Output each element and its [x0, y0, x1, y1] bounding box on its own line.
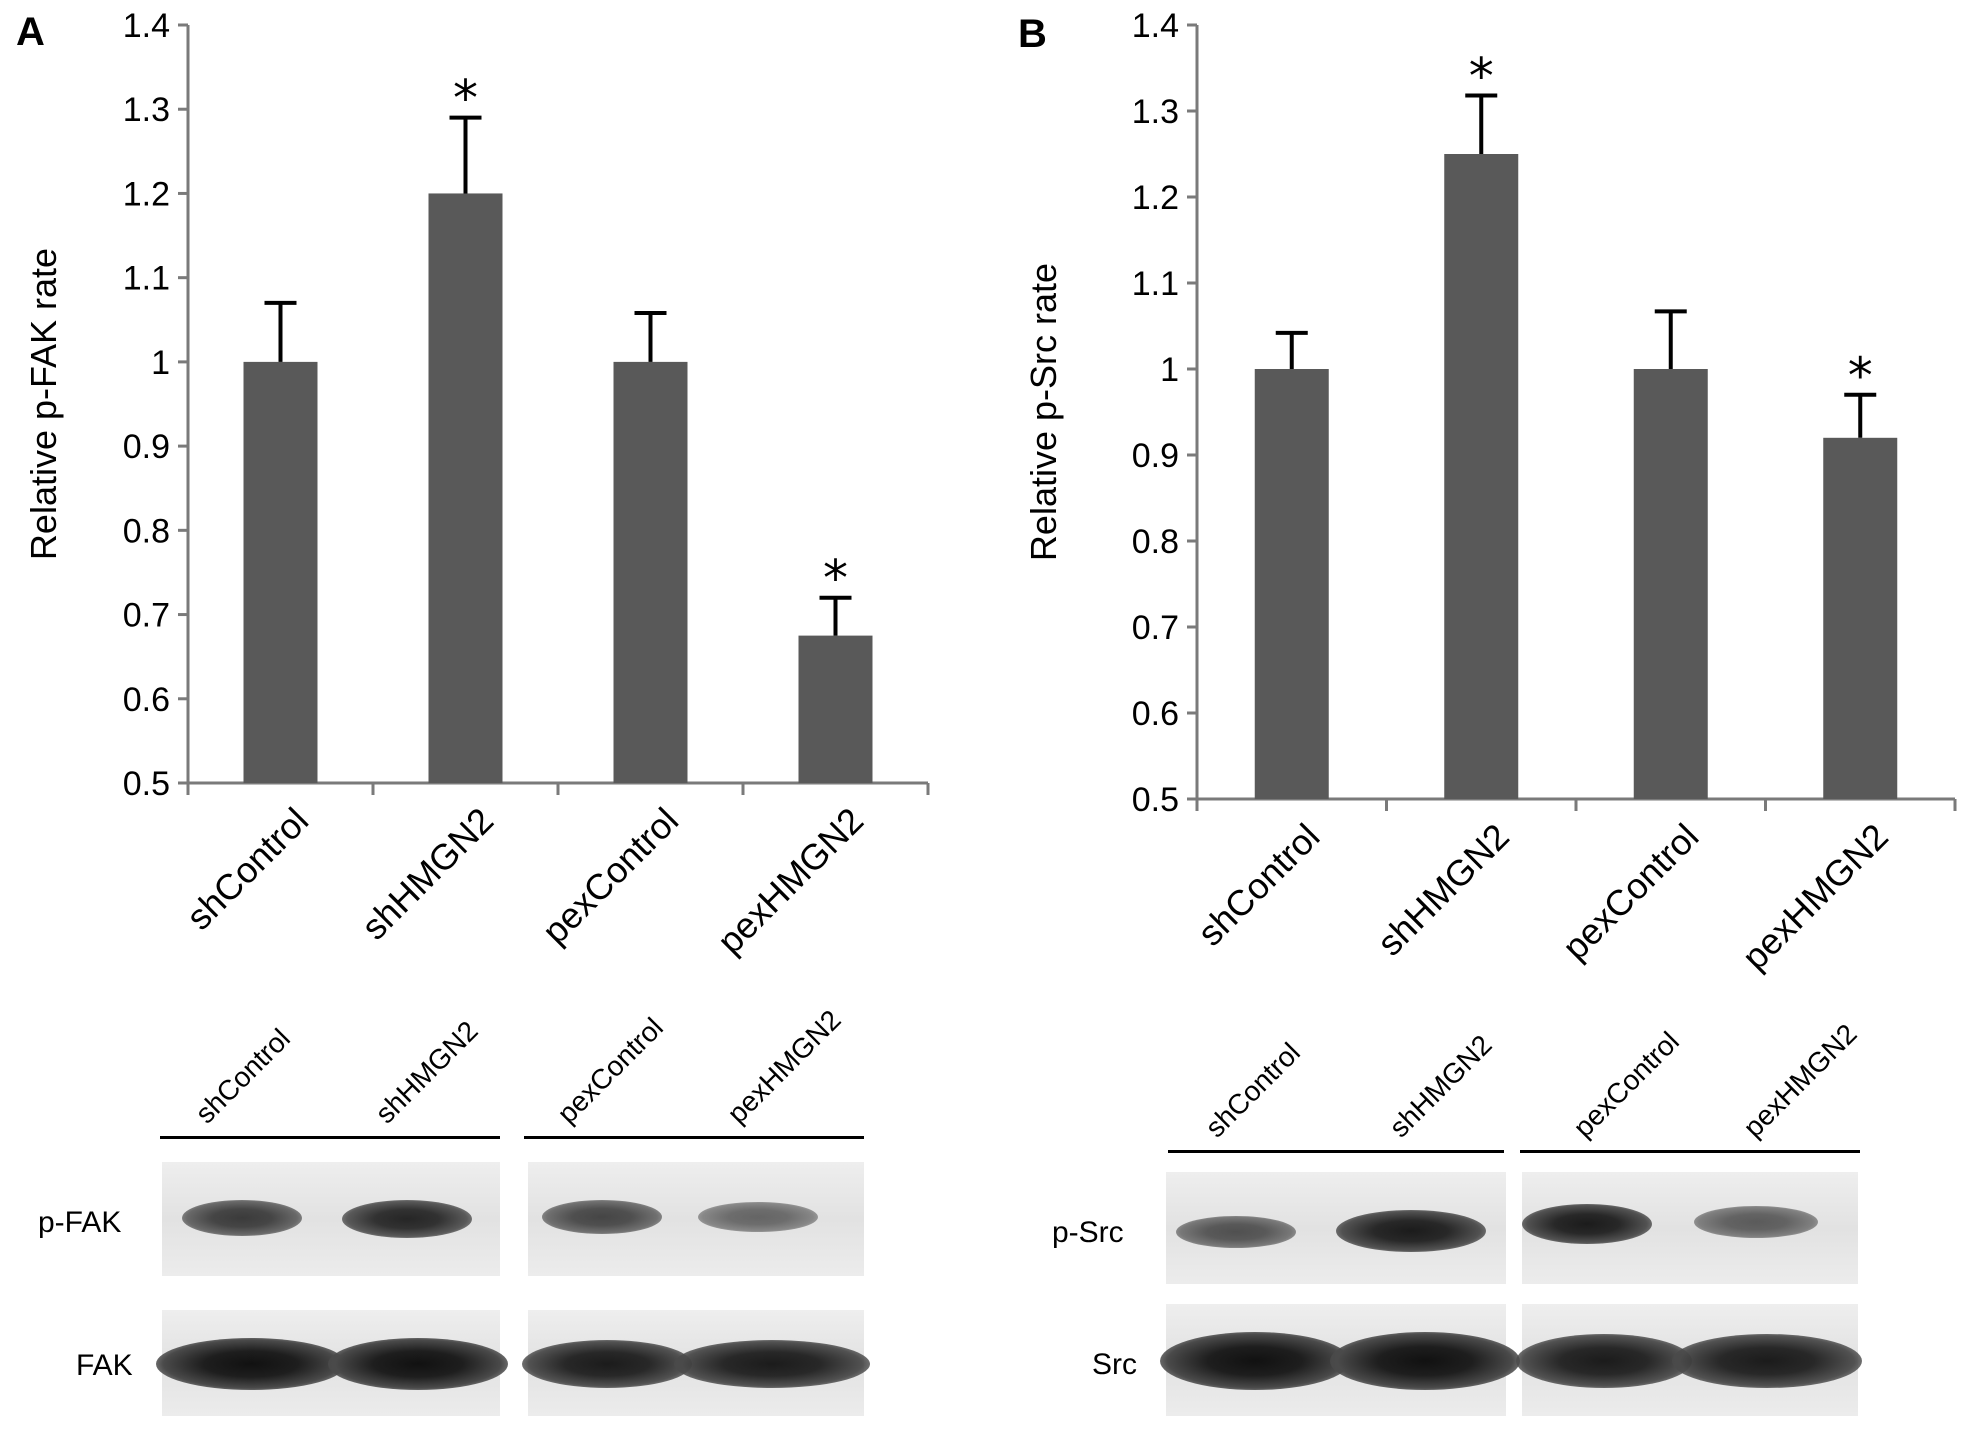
bar — [1254, 369, 1329, 799]
blot-band — [328, 1338, 508, 1390]
y-tick-label: 1.1 — [123, 260, 170, 298]
y-tick-label: 1.2 — [123, 175, 170, 213]
blot-row-label: FAK — [76, 1349, 133, 1382]
blot-strip — [1160, 1304, 1520, 1416]
y-tick-label: 0.9 — [1132, 437, 1179, 475]
blot-band — [698, 1202, 818, 1232]
significance-marker: * — [823, 550, 848, 608]
bar-chart-a: 0.50.60.70.80.911.11.21.31.4shControl*sh… — [23, 7, 930, 962]
blot-strip — [522, 1310, 870, 1416]
blot-band — [1330, 1332, 1520, 1390]
x-tick-label: shControl — [1189, 816, 1327, 954]
blot-a-lane-label: pexControl — [551, 1011, 670, 1130]
y-tick-label: 1.3 — [123, 91, 170, 129]
blot-band — [182, 1200, 302, 1236]
blot-b-lane-label: pexHMGN2 — [1737, 1017, 1863, 1144]
blot-a-lane-label: pexHMGN2 — [721, 1003, 847, 1130]
significance-marker: * — [453, 70, 478, 128]
y-tick-label: 1.2 — [1132, 179, 1179, 217]
blot-b-lane-label: shHMGN2 — [1383, 1028, 1498, 1144]
y-tick-label: 0.7 — [123, 597, 170, 635]
y-tick-label: 1 — [151, 344, 170, 382]
blot-band — [674, 1340, 870, 1388]
blot-b-lane-label: shControl — [1199, 1036, 1307, 1144]
panel-letter-a: A — [16, 10, 45, 54]
bar — [1823, 437, 1898, 799]
bar-chart-b: 0.5 0.6 0.7 0.8 0.9 1 1.1 1.2 1.3 1.4 shControl * sh… — [1023, 7, 1957, 978]
x-tick-label: shHMGN2 — [1369, 816, 1517, 964]
blot-a-group-line — [524, 1136, 864, 1139]
y-axis-label: Relative p-Src rate — [1023, 263, 1064, 561]
blot-band — [1694, 1206, 1818, 1238]
blot-band — [1160, 1332, 1350, 1390]
blot-band — [1516, 1334, 1692, 1388]
y-tick-label: 0.7 — [1132, 609, 1179, 647]
blot-band — [1176, 1216, 1296, 1248]
blot-strip — [162, 1162, 500, 1276]
blot-row-label: p-FAK — [38, 1206, 122, 1239]
blot-b-group-line — [1168, 1150, 1504, 1153]
blot-band — [542, 1200, 662, 1234]
blot-band — [156, 1338, 346, 1390]
y-tick-label: 0.6 — [123, 681, 170, 719]
y-tick-label: 0.6 — [1132, 695, 1179, 733]
y-tick-label: 1 — [1160, 351, 1179, 389]
bar — [1444, 154, 1519, 799]
blot-strip — [528, 1162, 864, 1276]
y-tick-label: 0.5 — [123, 765, 170, 803]
blot-strip — [1516, 1304, 1862, 1416]
y-tick-label: 1.1 — [1132, 265, 1179, 303]
blot-b-group-line — [1520, 1150, 1860, 1153]
y-tick-label: 0.5 — [1132, 781, 1179, 819]
blot-a-lane-label: shHMGN2 — [369, 1014, 484, 1130]
blot-band — [1672, 1334, 1862, 1388]
blot-band — [1336, 1210, 1486, 1252]
y-axis-label: Relative p-FAK rate — [23, 248, 64, 560]
bar — [428, 193, 503, 783]
blot-band — [1522, 1204, 1652, 1244]
blot-strip — [1166, 1172, 1506, 1284]
blot-strip — [156, 1310, 508, 1416]
blot-a-lane-label: shControl — [189, 1022, 297, 1130]
y-tick-label: 0.8 — [123, 512, 170, 550]
x-tick-label: pexHMGN2 — [1734, 816, 1896, 978]
blot-strip — [1522, 1172, 1858, 1284]
bar — [798, 635, 873, 783]
bar — [1633, 369, 1708, 799]
bar — [613, 361, 688, 783]
blot-row-label: p-Src — [1052, 1216, 1124, 1249]
y-tick-label: 0.9 — [123, 428, 170, 466]
blot-band — [342, 1200, 472, 1238]
blot-a-group-line — [160, 1136, 500, 1139]
x-tick-label: pexControl — [1554, 816, 1706, 968]
y-tick-label: 1.3 — [1132, 93, 1179, 131]
blot-band — [522, 1340, 692, 1388]
y-tick-label: 0.8 — [1132, 523, 1179, 561]
panel-letter-b: B — [1018, 12, 1047, 56]
y-tick-label: 1.4 — [123, 7, 170, 45]
blot-b-lane-label: pexControl — [1567, 1025, 1686, 1144]
significance-marker: * — [1848, 347, 1873, 405]
blot-row-label: Src — [1092, 1348, 1137, 1381]
bar — [243, 361, 318, 783]
y-tick-label: 1.4 — [1132, 7, 1179, 45]
significance-marker: * — [1469, 48, 1494, 106]
